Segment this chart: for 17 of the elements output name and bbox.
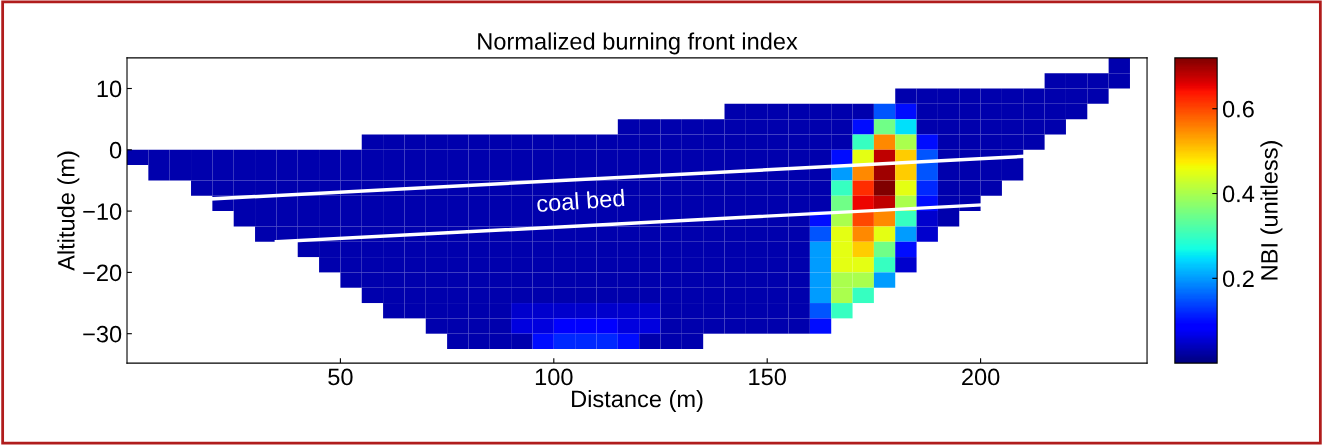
color-bar-label: 0.6 <box>1222 100 1254 118</box>
x-tick-label: 150 <box>749 368 786 386</box>
color-bar-title: NBI (unitless) <box>1260 141 1283 280</box>
y-tick-label: 0 <box>109 141 122 159</box>
y-tick-label: −20 <box>83 264 122 282</box>
y-tick-label: 10 <box>97 80 122 98</box>
color-bar-label: 0.4 <box>1222 185 1255 203</box>
y-axis-title: Altitude (m) <box>57 151 80 271</box>
chart-title: Normalized burning front index <box>478 32 798 55</box>
y-tick-label: −10 <box>83 203 122 220</box>
y-tick-label: −30 <box>83 325 122 343</box>
color-bar-label: 0.2 <box>1222 270 1254 288</box>
annotation: coal bed <box>536 188 625 213</box>
x-axis-title: Distance (m) <box>572 389 703 412</box>
x-tick-label: 50 <box>328 368 353 386</box>
x-tick-label: 100 <box>535 368 573 386</box>
x-tick-label: 200 <box>962 368 1000 386</box>
